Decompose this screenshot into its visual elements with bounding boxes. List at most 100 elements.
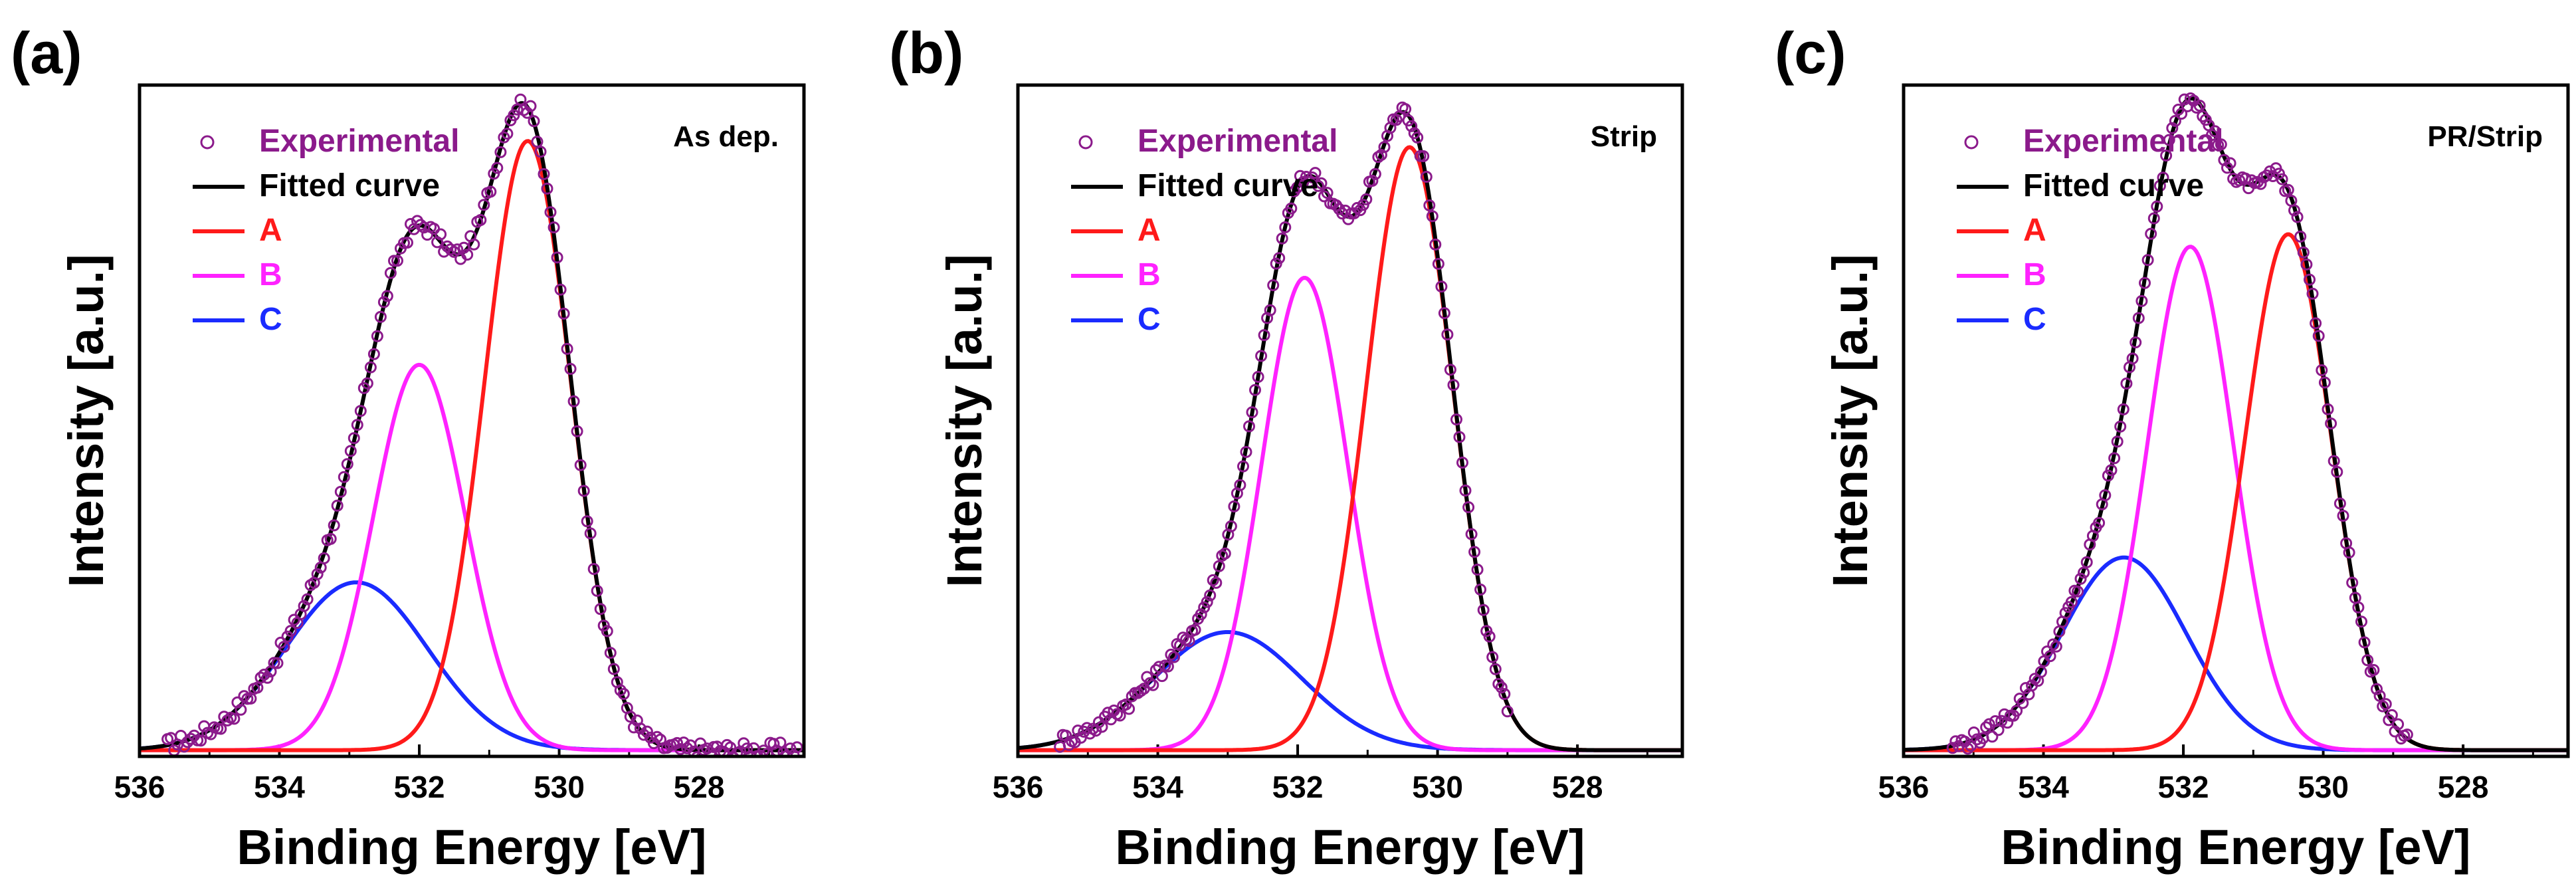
experimental-point (1420, 171, 1433, 183)
experimental-point (1444, 364, 1456, 376)
experimental-point (531, 136, 544, 148)
experimental-point (2147, 212, 2160, 225)
experimental-point (2361, 654, 2374, 667)
experimental-point (1195, 608, 1207, 621)
legend-label-b: B (2023, 257, 2046, 292)
experimental-point (401, 237, 413, 249)
experimental-point (2130, 336, 2142, 349)
experimental-point (2074, 572, 2087, 585)
experimental-point (228, 713, 241, 725)
x-tick-label: 532 (1272, 770, 1324, 804)
experimental-point (364, 361, 377, 374)
experimental-point (2224, 157, 2236, 169)
experimental-point (784, 742, 797, 755)
experimental-point (1234, 479, 1246, 491)
experimental-point (2379, 698, 2392, 711)
experimental-point (544, 206, 557, 219)
experimental-point (1255, 350, 1268, 362)
experimental-point (577, 485, 590, 497)
experimental-point (384, 267, 397, 279)
legend-label-experimental: Experimental (259, 124, 459, 159)
x-tick-label: 530 (2298, 770, 2349, 804)
experimental-point (494, 146, 507, 158)
legend-marker-experimental (200, 135, 215, 150)
experimental-point (2163, 134, 2175, 146)
experimental-point (2316, 364, 2328, 376)
experimental-point (1267, 279, 1280, 292)
experimental-point (2215, 138, 2227, 151)
experimental-point (2141, 254, 2154, 267)
experimental-point (1294, 169, 1306, 182)
experimental-point (377, 296, 390, 308)
panel-2: (b) Strip Binding Energy [eV] Intensity [a.… (889, 20, 1684, 875)
experimental-point (1435, 280, 1448, 293)
experimental-point (524, 100, 537, 112)
experimental-point (215, 723, 227, 735)
experimental-point (2050, 640, 2062, 653)
experimental-point (604, 647, 617, 659)
experimental-point (351, 419, 363, 431)
experimental-point (374, 310, 387, 323)
experimental-point (1411, 131, 1424, 144)
experimental-point (637, 728, 650, 741)
experimental-point (541, 182, 553, 195)
experimental-point (2111, 435, 2124, 448)
experimental-point (1465, 528, 1478, 540)
experimental-point (371, 330, 383, 342)
experimental-point (251, 681, 264, 694)
experimental-point (254, 671, 267, 684)
experimental-point (1243, 420, 1255, 433)
x-tick-label: 530 (1412, 770, 1463, 804)
sample-label: Strip (1591, 120, 1657, 153)
experimental-point (1366, 175, 1379, 187)
experimental-point (1207, 574, 1219, 586)
experimental-point (458, 241, 470, 254)
experimental-point (551, 251, 563, 264)
experimental-point (2355, 615, 2367, 628)
plot-frame (1016, 83, 1684, 758)
experimental-point (1309, 167, 1322, 179)
legend-marker-experimental (1078, 135, 1093, 150)
experimental-point (681, 742, 694, 754)
experimental-point (528, 115, 540, 128)
legend-label-c: C (259, 302, 282, 337)
sample-label: As dep. (673, 120, 779, 153)
x-axis-title: Binding Energy [eV] (1115, 820, 1585, 875)
experimental-point (2352, 601, 2365, 613)
experimental-point (2325, 417, 2337, 430)
experimental-point (2310, 317, 2322, 330)
x-axis-title: Binding Energy [eV] (2001, 820, 2470, 875)
experimental-point (1321, 187, 1334, 199)
experimental-point (2297, 246, 2310, 259)
experimental-point (1405, 120, 1418, 132)
experimental-point (2126, 352, 2139, 365)
panel-label: (b) (889, 20, 963, 86)
experimental-point (2346, 576, 2359, 589)
experimental-point (2401, 728, 2413, 741)
experimental-point (1126, 690, 1138, 703)
experimental-point (1279, 221, 1292, 233)
experimental-point (2209, 125, 2221, 138)
experimental-point (1495, 681, 1508, 694)
experimental-point (2233, 174, 2246, 187)
experimental-point (2276, 173, 2288, 185)
experimental-point (2108, 452, 2121, 465)
legend-label-experimental: Experimental (2023, 124, 2223, 159)
experimental-point (1986, 730, 1999, 743)
experimental-point (607, 663, 620, 675)
experimental-point (1360, 193, 1373, 205)
experimental-point (2160, 150, 2173, 162)
experimental-point (221, 714, 234, 726)
experimental-point (1390, 114, 1403, 126)
experimental-point (538, 167, 550, 180)
experimental-point (774, 736, 787, 749)
experimental-point (2135, 294, 2148, 307)
experimental-point (1967, 726, 1980, 738)
experimental-point (461, 249, 474, 261)
experimental-point (1983, 718, 1995, 730)
legend: Experimental Fitted curve ABC (1071, 124, 1338, 337)
experimental-point (331, 499, 344, 512)
experimental-point (691, 751, 704, 756)
panel-label: (c) (1775, 20, 1846, 86)
experimental-point (298, 600, 310, 612)
